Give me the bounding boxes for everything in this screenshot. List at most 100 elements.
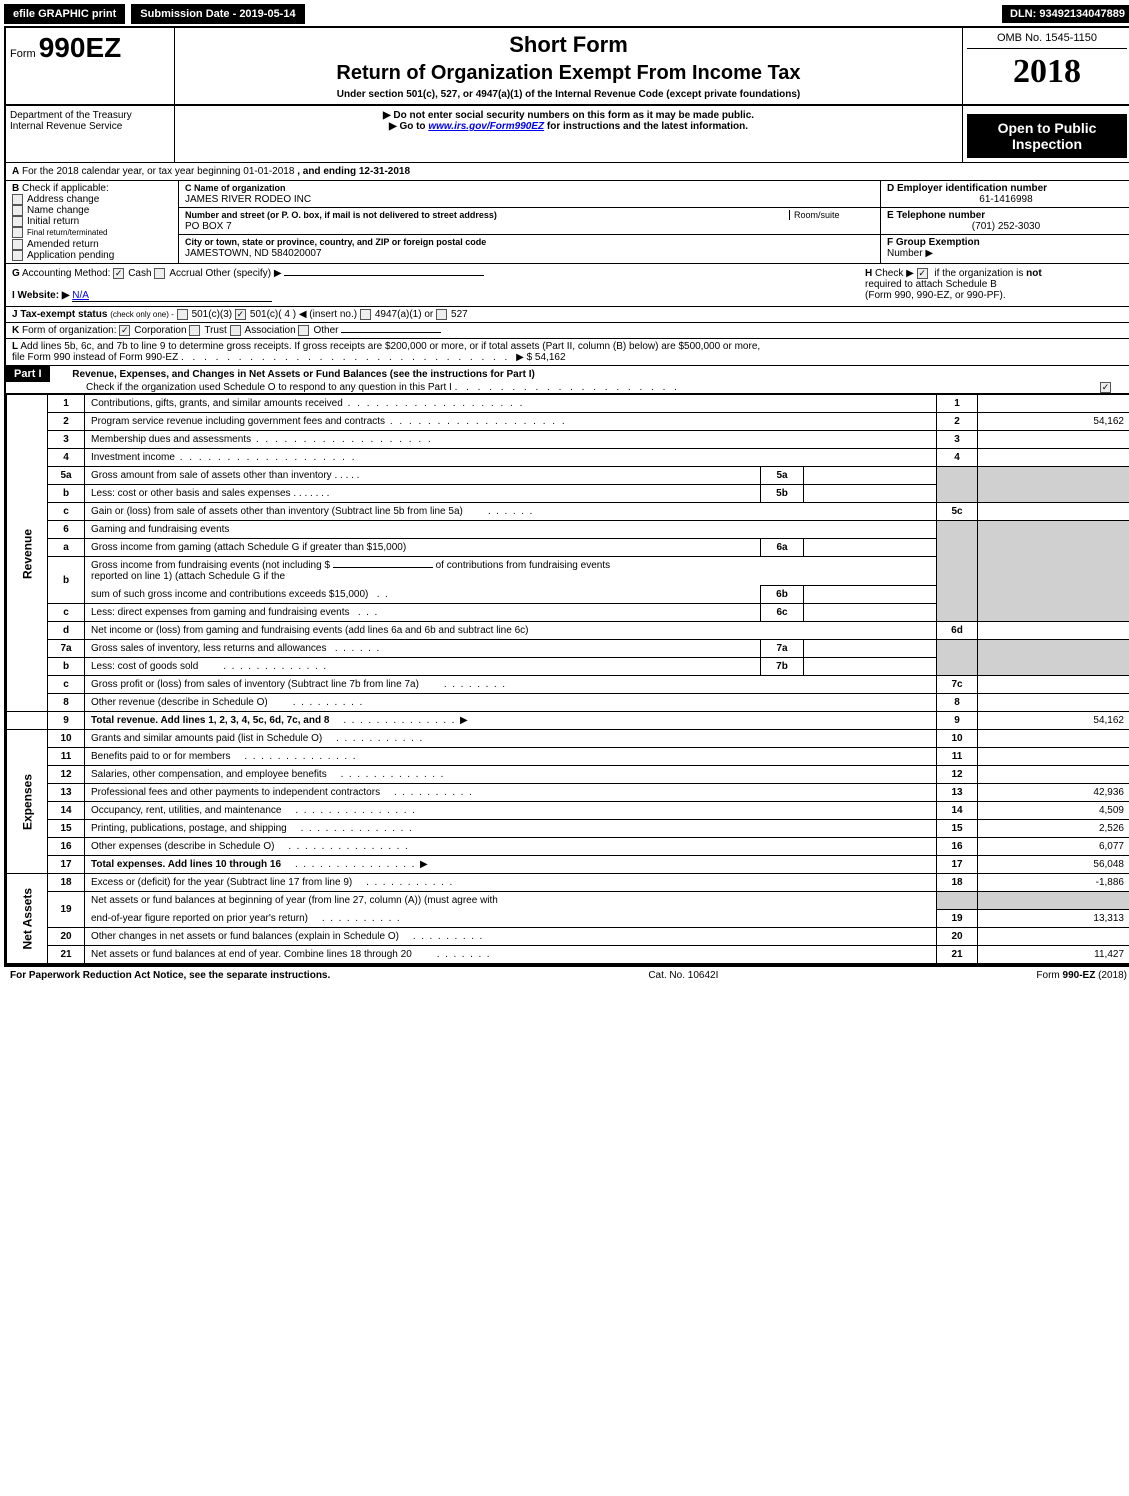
l19-desc1: Net assets or fund balances at beginning… [85,892,937,910]
l7a-desc: Gross sales of inventory, less returns a… [91,643,326,654]
submission-date-button[interactable]: Submission Date - 2019-05-14 [131,4,304,24]
k-text: Form of organization: [22,325,117,336]
l14-num: 14 [48,802,85,820]
label-d: D Employer identification number [887,183,1047,194]
l10-amt [978,730,1129,748]
instr2-pre: ▶ Go to [389,121,428,132]
line-20: 20 Other changes in net assets or fund b… [7,927,1129,945]
l17-desc: Total expenses. Add lines 10 through 16 [91,859,281,870]
line-13: 13 Professional fees and other payments … [7,784,1129,802]
form-prefix: Form [10,48,36,60]
l18-desc: Excess or (deficit) for the year (Subtra… [91,877,352,888]
accrual-checkbox[interactable] [154,268,165,279]
501c-checkbox[interactable] [235,309,246,320]
irs-link[interactable]: www.irs.gov/Form990EZ [428,121,544,132]
label-a: A [12,166,19,177]
501c3-label: 501(c)(3) [192,309,233,320]
other-label: Other (specify) ▶ [205,268,281,279]
l7c-num: c [48,676,85,694]
527-label: 527 [451,309,468,320]
label-h: H [865,268,872,279]
h-text2: if the organization is [934,268,1023,279]
instr2-post: for instructions and the latest informat… [544,121,748,132]
final-return-checkbox[interactable] [12,227,23,238]
assoc-checkbox[interactable] [230,325,241,336]
line-8: 8 Other revenue (describe in Schedule O)… [7,694,1129,712]
501c3-checkbox[interactable] [177,309,188,320]
4947-label: 4947(a)(1) or [375,309,433,320]
l20-desc: Other changes in net assets or fund bala… [91,931,399,942]
l21-rnum: 21 [937,945,978,963]
section-a: A For the 2018 calendar year, or tax yea… [6,163,1129,181]
check-applicable: Check if applicable: [22,183,109,194]
l1-num: 1 [48,395,85,413]
l10-num: 10 [48,730,85,748]
l4-num: 4 [48,449,85,467]
l7b-sub: 7b [761,658,804,676]
l6c-val [804,604,937,622]
l6d-amt [978,622,1129,640]
l20-amt [978,927,1129,945]
app-pending-checkbox[interactable] [12,250,23,261]
other-specify-field[interactable] [284,275,484,276]
addr-change-checkbox[interactable] [12,194,23,205]
line-7c: c Gross profit or (loss) from sales of i… [7,676,1129,694]
assoc-label: Association [245,325,296,336]
amended-return-checkbox[interactable] [12,239,23,250]
room-label: Room/suite [789,210,874,220]
l13-num: 13 [48,784,85,802]
l5b-val [804,485,937,503]
efile-print-button[interactable]: efile GRAPHIC print [4,4,125,24]
l5b-num: b [48,485,85,503]
accrual-label: Accrual [169,268,202,279]
footer-right: Form 990-EZ (2018) [1036,970,1127,981]
l8-num: 8 [48,694,85,712]
schedule-b-checkbox[interactable] [917,268,928,279]
line-2: 2 Program service revenue including gove… [7,413,1129,431]
corp-checkbox[interactable] [119,325,130,336]
l5a-sub: 5a [761,467,804,485]
4947-checkbox[interactable] [360,309,371,320]
l6-desc: Gaming and fundraising events [85,521,937,539]
website-value[interactable]: N/A [72,290,272,302]
l4-amt [978,449,1129,467]
initial-return-label: Initial return [27,216,79,227]
other-org-checkbox[interactable] [298,325,309,336]
l19-shaded-amt [978,892,1129,910]
section-c: C Name of organization JAMES RIVER RODEO… [179,181,881,263]
name-change-checkbox[interactable] [12,205,23,216]
527-checkbox[interactable] [436,309,447,320]
section-h: H Check ▶ if the organization is not req… [865,268,1125,302]
addr-change-label: Address change [27,194,99,205]
app-pending-label: Application pending [27,250,114,261]
initial-return-checkbox[interactable] [12,216,23,227]
line-4: 4 Investment income 4 [7,449,1129,467]
trust-checkbox[interactable] [189,325,200,336]
schedule-o-checkbox[interactable] [1100,382,1111,393]
name-label: Name of organization [194,183,286,193]
line-5a: 5a Gross amount from sale of assets othe… [7,467,1129,485]
l6b-field[interactable] [333,567,433,568]
open-public-2: Inspection [971,136,1123,152]
l11-desc: Benefits paid to or for members [91,751,231,762]
footer-left: For Paperwork Reduction Act Notice, see … [10,970,330,981]
l9-num: 9 [48,712,85,730]
subtitle: Under section 501(c), 527, or 4947(a)(1)… [183,89,954,100]
line-1: Revenue 1 Contributions, gifts, grants, … [7,395,1129,413]
l11-amt [978,748,1129,766]
open-public-badge: Open to Public Inspection [967,114,1127,158]
j-hint: (check only one) - [110,310,174,319]
l2-rnum: 2 [937,413,978,431]
l13-desc: Professional fees and other payments to … [91,787,380,798]
form-title-box: Short Form Return of Organization Exempt… [175,28,962,104]
other-org-field[interactable] [341,332,441,333]
l6b-sub: 6b [761,586,804,604]
l2-amt: 54,162 [978,413,1129,431]
dln-label: DLN: 93492134047889 [1002,5,1129,23]
l8-desc: Other revenue (describe in Schedule O) [91,697,268,708]
l17-rnum: 17 [937,856,978,874]
cash-checkbox[interactable] [113,268,124,279]
short-form-label: Short Form [183,32,954,58]
lines-table: Revenue 1 Contributions, gifts, grants, … [6,394,1129,964]
l6b-val [804,586,937,604]
